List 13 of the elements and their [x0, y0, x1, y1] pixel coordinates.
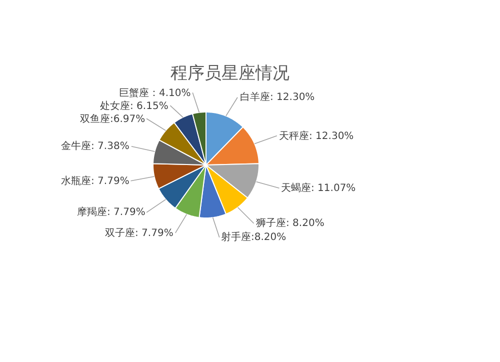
slice-label: 处女座: 6.15% — [100, 100, 168, 112]
slice-label: 白羊座: 12.30% — [240, 91, 315, 103]
slice-label: 射手座:8.20% — [221, 231, 286, 243]
slice-label: 双子座: 7.79% — [105, 227, 174, 239]
slice-label: 双鱼座:6.97% — [80, 113, 146, 125]
slice-label: 巨蟹座：4.10% — [119, 87, 191, 99]
slice-label: 狮子座: 8.20% — [256, 217, 324, 229]
slice-label: 天秤座: 12.30% — [279, 130, 354, 142]
slice-label: 水瓶座: 7.79% — [61, 175, 130, 187]
slice-label: 摩羯座: 7.79% — [77, 206, 146, 218]
chart-title: 程序员星座情况 — [170, 63, 290, 84]
slice-label: 金牛座: 7.38% — [61, 140, 130, 152]
slice-label: 天蝎座: 11.07% — [281, 182, 356, 194]
